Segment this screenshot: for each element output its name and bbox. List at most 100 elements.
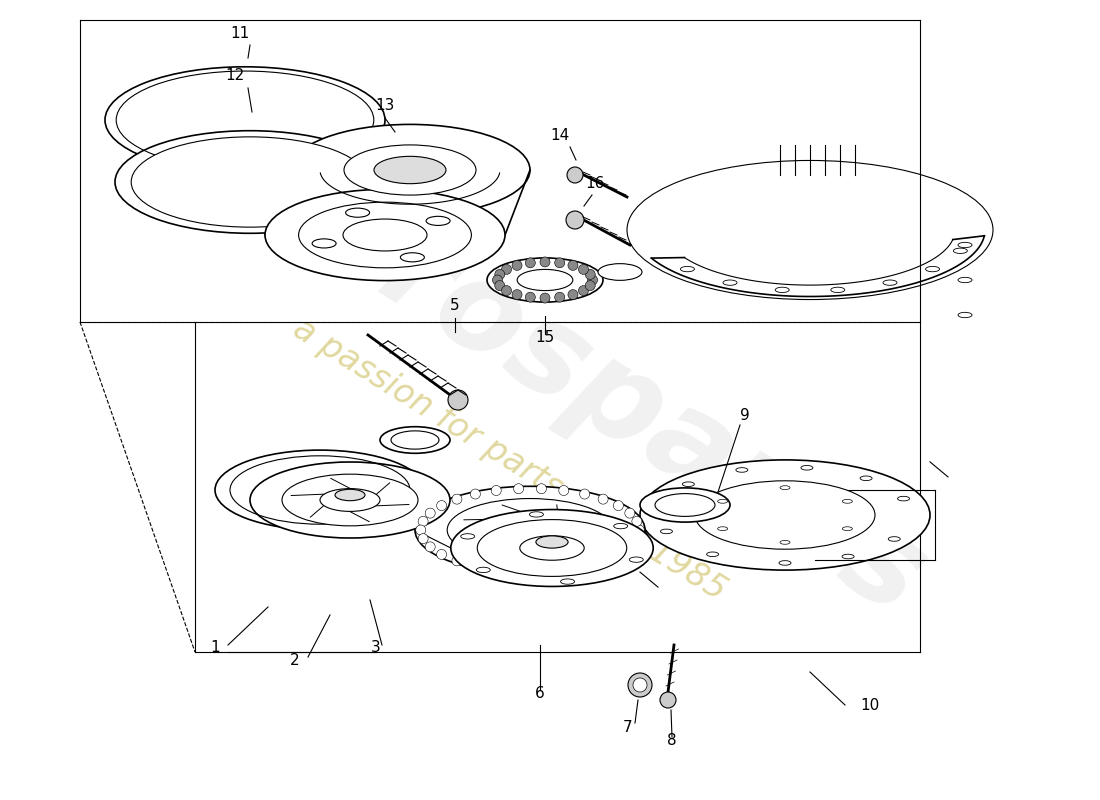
Ellipse shape bbox=[343, 219, 427, 251]
Ellipse shape bbox=[958, 278, 972, 282]
Text: a passion for parts since 1985: a passion for parts since 1985 bbox=[287, 313, 733, 607]
Ellipse shape bbox=[415, 486, 645, 574]
Ellipse shape bbox=[717, 526, 727, 530]
Ellipse shape bbox=[461, 534, 475, 539]
Ellipse shape bbox=[513, 515, 548, 529]
Ellipse shape bbox=[416, 525, 426, 535]
Text: 2: 2 bbox=[290, 653, 300, 668]
Ellipse shape bbox=[452, 556, 462, 566]
Text: eurospares: eurospares bbox=[213, 119, 947, 641]
Ellipse shape bbox=[635, 525, 645, 535]
Text: 16: 16 bbox=[585, 176, 605, 191]
Ellipse shape bbox=[628, 673, 652, 697]
Ellipse shape bbox=[514, 484, 524, 494]
Ellipse shape bbox=[568, 290, 578, 300]
Ellipse shape bbox=[517, 270, 573, 290]
Ellipse shape bbox=[418, 534, 428, 544]
Ellipse shape bbox=[520, 536, 584, 560]
Ellipse shape bbox=[282, 474, 418, 526]
Text: 6: 6 bbox=[535, 686, 544, 701]
Ellipse shape bbox=[629, 557, 644, 562]
Ellipse shape bbox=[495, 270, 505, 279]
Ellipse shape bbox=[660, 529, 672, 534]
Ellipse shape bbox=[654, 494, 715, 517]
Ellipse shape bbox=[598, 494, 608, 504]
Ellipse shape bbox=[312, 239, 337, 248]
Ellipse shape bbox=[954, 248, 967, 254]
Ellipse shape bbox=[695, 481, 875, 549]
Text: 8: 8 bbox=[668, 733, 676, 748]
Ellipse shape bbox=[477, 519, 627, 577]
Ellipse shape bbox=[625, 508, 635, 518]
Ellipse shape bbox=[580, 561, 590, 571]
Ellipse shape bbox=[495, 281, 505, 290]
Text: 3: 3 bbox=[371, 640, 381, 655]
Ellipse shape bbox=[512, 260, 522, 270]
Ellipse shape bbox=[559, 486, 569, 495]
Ellipse shape bbox=[250, 462, 450, 538]
Ellipse shape bbox=[736, 468, 748, 472]
Text: 14: 14 bbox=[550, 128, 570, 143]
Ellipse shape bbox=[476, 567, 491, 573]
Ellipse shape bbox=[514, 566, 524, 576]
Ellipse shape bbox=[426, 542, 436, 552]
Ellipse shape bbox=[780, 486, 790, 490]
Ellipse shape bbox=[320, 489, 379, 511]
Text: 13: 13 bbox=[375, 98, 395, 113]
Ellipse shape bbox=[452, 494, 462, 504]
Ellipse shape bbox=[487, 258, 603, 302]
Ellipse shape bbox=[116, 130, 385, 234]
Ellipse shape bbox=[723, 280, 737, 286]
Ellipse shape bbox=[400, 253, 425, 262]
Ellipse shape bbox=[345, 208, 370, 218]
Ellipse shape bbox=[492, 486, 502, 495]
Text: 5: 5 bbox=[450, 298, 460, 313]
Ellipse shape bbox=[614, 501, 624, 510]
Ellipse shape bbox=[374, 156, 446, 184]
Ellipse shape bbox=[448, 498, 613, 562]
Ellipse shape bbox=[131, 137, 368, 227]
Ellipse shape bbox=[537, 566, 547, 576]
Ellipse shape bbox=[580, 489, 590, 499]
Ellipse shape bbox=[336, 490, 365, 501]
Ellipse shape bbox=[426, 216, 450, 226]
Ellipse shape bbox=[780, 541, 790, 544]
Ellipse shape bbox=[625, 542, 635, 552]
Ellipse shape bbox=[898, 496, 910, 501]
Text: 15: 15 bbox=[536, 330, 554, 345]
Ellipse shape bbox=[492, 565, 502, 574]
Ellipse shape bbox=[631, 516, 642, 526]
Ellipse shape bbox=[451, 510, 653, 586]
Text: 9: 9 bbox=[740, 408, 750, 423]
Ellipse shape bbox=[925, 266, 939, 272]
Ellipse shape bbox=[290, 124, 530, 215]
Ellipse shape bbox=[843, 554, 854, 558]
Ellipse shape bbox=[568, 260, 578, 270]
Ellipse shape bbox=[526, 292, 536, 302]
Ellipse shape bbox=[379, 426, 450, 454]
Ellipse shape bbox=[529, 512, 543, 517]
Ellipse shape bbox=[681, 266, 694, 272]
Ellipse shape bbox=[779, 561, 791, 566]
Ellipse shape bbox=[536, 536, 568, 548]
Ellipse shape bbox=[598, 264, 642, 280]
Ellipse shape bbox=[540, 257, 550, 267]
Ellipse shape bbox=[265, 190, 505, 281]
Ellipse shape bbox=[640, 460, 930, 570]
Ellipse shape bbox=[540, 293, 550, 303]
Text: 7: 7 bbox=[624, 720, 632, 735]
Ellipse shape bbox=[512, 290, 522, 300]
Ellipse shape bbox=[493, 275, 503, 285]
Ellipse shape bbox=[843, 526, 852, 530]
Ellipse shape bbox=[958, 242, 972, 248]
Ellipse shape bbox=[579, 264, 588, 274]
Ellipse shape bbox=[214, 450, 425, 530]
Ellipse shape bbox=[585, 281, 595, 290]
Ellipse shape bbox=[585, 270, 595, 279]
Ellipse shape bbox=[471, 489, 481, 499]
Ellipse shape bbox=[554, 292, 564, 302]
Ellipse shape bbox=[958, 312, 972, 318]
Ellipse shape bbox=[830, 287, 845, 293]
Ellipse shape bbox=[537, 484, 547, 494]
Ellipse shape bbox=[579, 286, 588, 296]
